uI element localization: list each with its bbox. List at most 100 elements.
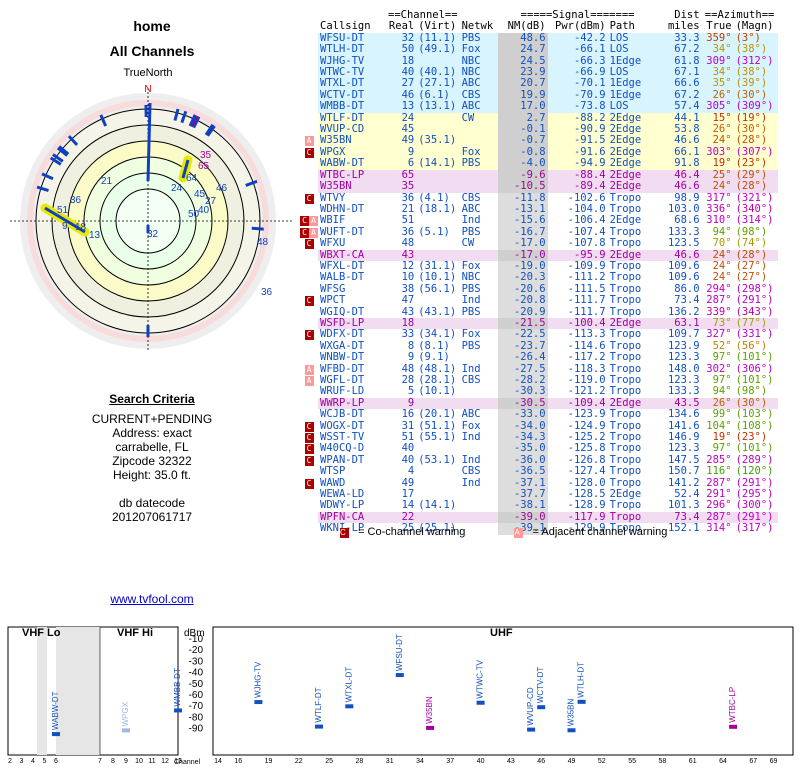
spectrum-chart: VHF Lo VHF Hi UHF dBm Channel -10-20-30-… — [7, 626, 794, 766]
cell-real: 9 — [407, 396, 415, 409]
uhf-label: UHF — [490, 627, 513, 639]
cell-mg: (29°) — [735, 168, 768, 181]
cell-tr: 317° — [706, 191, 732, 204]
table-row[interactable]: WALB-DT 10 (10.1) NBC -20.3 -111.2 Tropo 109.6 2… — [300, 271, 778, 284]
cell-real: 16 — [401, 408, 415, 421]
cell-nm: -15.6 — [497, 214, 548, 227]
table-row[interactable]: WBXT-CA 43 -17.0 -95.9 2Edge 46.6 24° (28°) — [300, 249, 778, 261]
table-row[interactable]: C WTVY 36 (4.1) CBS -11.8 -102.6 Tropo 98.9 317°(… — [300, 191, 778, 204]
channel-tick: 4 — [31, 758, 35, 765]
table-row[interactable]: WTWC-TV 40 (40.1) NBC 23.9 -66.9 LOS 67.1 34° (38… — [300, 66, 778, 79]
table-row[interactable]: A W35BN 49 (35.1) -0.7 -91.5 2Edge 46.6 24° (28°) — [300, 134, 778, 147]
table-row[interactable]: WDHN-DT 21 (18.1) ABC -13.1 -104.0 Tropo 103.0 3… — [300, 203, 778, 216]
cell-real: 31 — [401, 419, 415, 432]
warning-cell — [300, 397, 318, 410]
warning-cell: C — [300, 146, 318, 159]
cell-pwr: -70.1 — [573, 77, 606, 90]
cell-pwr: -102.6 — [567, 191, 606, 204]
cell-tr: 19° — [712, 431, 732, 444]
cell-call: WMBB-DT — [320, 100, 365, 113]
table-row[interactable]: WRUF-LD 5 (10.1) -30.3 -121.2 Tropo 133.3 94° (9… — [300, 385, 778, 398]
table-row[interactable]: C WAWD 49 Ind -37.1 -128.0 Tropo 141.2 287° (291°… — [300, 476, 778, 490]
cell-pwr: -124.9 — [567, 419, 606, 432]
station-bar — [527, 727, 536, 732]
table-row[interactable]: WGIQ-DT 43 (43.1) PBS -20.9 -111.7 Tropo 136.2 3… — [300, 305, 778, 318]
warning-cell — [300, 203, 318, 216]
bearing-mark — [245, 179, 258, 187]
cell-virt: (10.1) — [418, 385, 457, 398]
cell-pwr: -107.8 — [567, 237, 606, 250]
cell-net: Ind — [461, 214, 481, 227]
station-bar — [345, 704, 354, 709]
cell-pwr: -117.9 — [567, 510, 606, 523]
cell-real: 27 — [401, 77, 415, 90]
table-row[interactable]: WTBC-LP 65 -9.6 -88.4 2Edge 46.4 25° (29°) — [300, 168, 778, 182]
cell-pwr: -128.9 — [567, 499, 606, 512]
table-row[interactable]: WNBW-DT 9 (9.1) -26.4 -117.2 Tropo 123.3 97° (10… — [300, 351, 778, 364]
cell-real: 65 — [401, 168, 415, 181]
table-row[interactable]: WMBB-DT 13 (13.1) ABC 17.0 -73.8 LOS 57.4 305° (3… — [300, 100, 778, 113]
table-row[interactable]: WDWY-LP 14 (14.1) -38.1 -128.9 Tropo 101.3 296°… — [300, 499, 778, 512]
cell-dist: 123.9 — [667, 339, 700, 352]
cell-virt: (11.1) — [418, 31, 457, 44]
tvfool-link[interactable]: www.tvfool.com — [110, 592, 194, 606]
cell-dist: 44.1 — [674, 111, 700, 124]
table-row[interactable]: C WPGX 9 Fox -0.8 -91.6 2Edge 66.1 303° (307°) — [300, 146, 778, 159]
cell-dist: 57.4 — [674, 100, 700, 113]
table-row[interactable]: C WFXU 48 CW -17.0 -107.8 Tropo 123.5 70° (74°) — [300, 237, 778, 250]
table-row[interactable]: WJHG-TV 18 NBC 24.5 -66.3 1Edge 61.8 309° (312°) — [300, 55, 778, 68]
station-label: WMBB-DT — [173, 668, 182, 706]
table-row[interactable]: A WGFL-DT 28 (28.1) CBS -28.2 -119.0 Tropo 123.3… — [300, 374, 778, 387]
table-row[interactable]: W35BN 35 -10.5 -89.4 2Edge 46.6 24° (28°) — [300, 180, 778, 193]
cell-net: Fox — [461, 259, 481, 272]
cell-nm: -38.1 — [497, 500, 548, 512]
table-row[interactable]: C WPCT 47 Ind -20.8 -111.7 Tropo 73.4 287° (291°) — [300, 294, 778, 307]
table-row[interactable]: WCJB-DT 16 (20.1) ABC -33.0 -123.9 Tropo 134.6 9… — [300, 408, 778, 421]
table-row[interactable]: WSFD-LP 18 -21.5 -100.4 2Edge 63.1 73° (77°) — [300, 317, 778, 330]
station-bar — [315, 724, 323, 729]
cell-call: W35BN — [320, 134, 352, 147]
table-row[interactable]: C W40CQ-D 40 -35.0 -125.8 Tropo 123.3 97° (101°) — [300, 443, 778, 455]
table-row[interactable]: WTLF-DT 24 CW 2.7 -88.2 2Edge 44.1 15° (19°) — [300, 111, 778, 125]
cell-call: WEWA-LD — [320, 488, 365, 501]
table-row[interactable]: WTLH-DT 50 (49.1) Fox 24.7 -66.1 LOS 67.2 34° (38… — [300, 43, 778, 56]
cell-nm: -30.3 — [497, 385, 548, 398]
cell-mg: (291°) — [735, 476, 774, 489]
cell-path: Tropo — [609, 305, 642, 318]
cell-call: WOGX-DT — [320, 419, 365, 432]
warning-cell — [300, 124, 318, 136]
cell-mg: (30°) — [735, 123, 768, 136]
warning-cell — [300, 67, 318, 79]
table-row[interactable]: C WOGX-DT 31 (51.1) Fox -34.0 -124.9 Tropo 141.6… — [300, 419, 778, 433]
cell-tr: 359° — [706, 31, 732, 44]
table-row[interactable]: WXGA-DT 8 (8.1) PBS -23.7 -114.6 Tropo 123.9 52°… — [300, 339, 778, 353]
table-row[interactable]: WFSU-DT 32 (11.1) PBS 48.6 -42.2 LOS 33.3 359° (3… — [300, 31, 778, 45]
table-row[interactable]: C A WUFT-DT 36 (5.1) PBS -16.7 -107.4 Tropo 133.3… — [300, 226, 778, 239]
table-row[interactable]: WPFN-CA 22 -39.0 -117.9 Tropo 73.4 287° (291°) — [300, 510, 778, 524]
table-row[interactable]: WWRP-LP 9 -30.5 -109.4 2Edge 43.5 26° (30°) — [300, 396, 778, 410]
bearing-mark — [99, 114, 108, 127]
table-row[interactable]: WEWA-LD 17 -37.7 -128.5 2Edge 52.4 291° (295°) — [300, 488, 778, 501]
warning-cell — [300, 32, 318, 45]
station-bar — [537, 705, 546, 710]
table-row[interactable]: WFXL-DT 12 (31.1) Fox -19.0 -109.9 Tropo 109.6 2… — [300, 259, 778, 273]
cell-call: WTSP — [320, 465, 346, 478]
table-row[interactable]: WTXL-DT 27 (27.1) ABC 20.7 -70.1 1Edge 66.6 35°(… — [300, 77, 778, 90]
cell-pwr: -111.5 — [567, 282, 606, 295]
table-row[interactable]: C WDFX-DT 33 (34.1) Fox -22.5 -113.3 Tropo 109.7… — [300, 328, 778, 341]
table-row[interactable]: WFSG 38 (56.1) PBS -20.6 -111.5 Tropo 86.0 294°(… — [300, 282, 778, 296]
adjacent-channel-icon: A — [514, 528, 524, 538]
cell-virt: (8.1) — [418, 339, 450, 352]
cell-net: Ind — [461, 362, 481, 375]
table-row[interactable]: C WSST-TV 51 (55.1) Ind -34.3 -125.2 Tropo 146.9… — [300, 431, 778, 444]
cell-real: 35 — [401, 180, 415, 193]
table-row[interactable]: WTSP 4 CBS -36.5 -127.4 Tropo 150.7 116° (120°) — [300, 465, 778, 478]
cell-path: Tropo — [609, 259, 642, 272]
cell-call: WPAN-DT — [320, 453, 365, 466]
table-row[interactable]: WCTV-DT 46 (6.1) CBS 19.9 -70.9 1Edge 67.2 26° (3… — [300, 89, 778, 102]
table-row[interactable]: C WPAN-DT 40 (53.1) Ind -36.0 -126.8 Tropo 147.5… — [300, 453, 778, 467]
table-row[interactable]: WABW-DT 6 (14.1) PBS -4.0 -94.9 2Edge 91.8 19° (2… — [300, 157, 778, 170]
table-row[interactable]: WVUP-CD 45 -0.1 -90.9 2Edge 53.8 26° (30°) — [300, 123, 778, 136]
table-row[interactable]: C A WBIF 51 Ind -15.6 -106.4 2Edge 68.6 310° (314°… — [300, 214, 778, 227]
table-row[interactable]: A WFBD-DT 48 (48.1) Ind -27.5 -118.3 Tropo 148.0… — [300, 362, 778, 375]
